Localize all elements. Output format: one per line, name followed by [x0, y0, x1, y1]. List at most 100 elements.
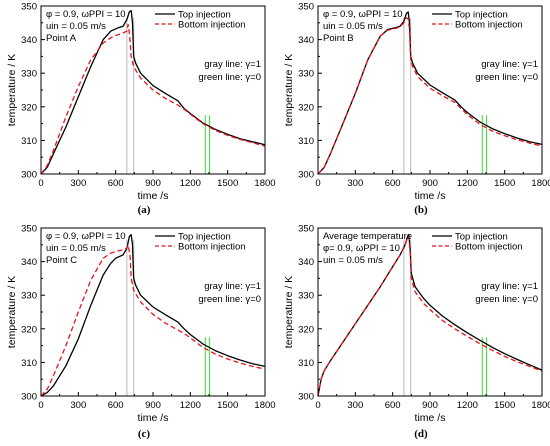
annotation-text: uin = 0.05 m/s — [323, 255, 383, 266]
gray-line-note: gray line: γ=1 — [481, 281, 538, 292]
legend-label: Top injection — [455, 232, 508, 243]
annotation-text: φ = 0.9, ωPPI = 10 — [46, 9, 126, 20]
chart-panel-3: 0 300 600 900 1200 1500 1800300310320330340350… — [6, 224, 276, 441]
x-tick-label: 0 — [315, 400, 320, 411]
annotation-text: uin = 0.05 m/s — [323, 21, 383, 32]
legend-label: Bottom injection — [178, 20, 246, 31]
annotation-text: uin = 0.05 m/s — [46, 21, 106, 32]
green-line-note: green line: γ=0 — [198, 72, 261, 83]
gray-line-note: gray line: γ=1 — [204, 59, 261, 70]
y-tick-label: 350 — [298, 2, 314, 13]
x-tick-label: 300 — [347, 178, 363, 189]
legend-label: Top injection — [178, 232, 231, 243]
y-tick-label: 340 — [21, 35, 37, 46]
y-axis-label: temperature / K — [6, 276, 18, 348]
gray-line-note: gray line: γ=1 — [481, 59, 538, 70]
series-line-top-injection — [40, 234, 266, 397]
x-tick-label: 600 — [385, 178, 401, 189]
x-tick-label: 1200 — [457, 178, 478, 189]
x-tick-label: 1200 — [180, 400, 201, 411]
green-line-note: green line: γ=0 — [475, 72, 538, 83]
gray-line-note: gray line: γ=1 — [204, 281, 261, 292]
annotation-text: φ= 0.9, ωPPI = 10 — [323, 243, 400, 254]
x-tick-label: 900 — [145, 178, 161, 189]
series-line-bottom-injection — [317, 235, 543, 397]
y-tick-label: 340 — [21, 257, 37, 268]
series-line-bottom-injection — [40, 23, 266, 175]
x-tick-label: 1800 — [531, 400, 550, 411]
y-tick-label: 350 — [298, 224, 314, 235]
y-tick-label: 310 — [298, 136, 314, 147]
legend-label: Bottom injection — [455, 242, 523, 253]
x-tick-label: 900 — [422, 178, 438, 189]
y-tick-label: 330 — [298, 291, 314, 302]
x-tick-label: 1500 — [494, 400, 515, 411]
x-axis-label: time /s — [138, 190, 169, 202]
legend-label: Top injection — [455, 10, 508, 21]
x-tick-label: 1500 — [217, 178, 238, 189]
x-tick-label: 1500 — [494, 178, 515, 189]
green-line-note: green line: γ=0 — [475, 294, 538, 305]
series-line-top-injection — [40, 10, 266, 175]
y-tick-label: 300 — [298, 392, 314, 403]
series-line-bottom-injection — [317, 17, 543, 175]
annotation-text: uin = 0.05 m/s — [46, 243, 106, 254]
x-tick-label: 600 — [108, 400, 124, 411]
annotation-text: Point C — [46, 255, 77, 266]
y-tick-label: 300 — [21, 392, 37, 403]
y-tick-label: 320 — [298, 102, 314, 113]
x-tick-label: 1800 — [531, 178, 550, 189]
y-axis-label: temperature / K — [283, 276, 295, 348]
y-tick-label: 320 — [21, 102, 37, 113]
chart-panel-1: 0 300 600 900 1200 1500 1800300310320330340350… — [6, 2, 276, 217]
chart-panel-4: 0 300 600 900 1200 1500 1800300310320330340350… — [283, 224, 550, 441]
x-tick-label: 0 — [38, 178, 43, 189]
legend-label: Bottom injection — [178, 242, 246, 253]
x-axis-label: time /s — [138, 412, 169, 424]
annotation-text: Point A — [46, 33, 77, 44]
y-axis-label: temperature / K — [6, 54, 18, 126]
y-tick-label: 310 — [298, 358, 314, 369]
x-tick-label: 1800 — [254, 178, 275, 189]
panel-caption: (d) — [414, 428, 428, 440]
y-tick-label: 300 — [298, 170, 314, 181]
x-tick-label: 600 — [108, 178, 124, 189]
annotation-text: Point B — [323, 33, 354, 44]
x-tick-label: 300 — [70, 400, 86, 411]
green-line-note: green line: γ=0 — [198, 294, 261, 305]
y-tick-label: 320 — [21, 324, 37, 335]
x-tick-label: 600 — [385, 400, 401, 411]
y-tick-label: 320 — [298, 324, 314, 335]
x-tick-label: 900 — [145, 400, 161, 411]
y-tick-label: 310 — [21, 358, 37, 369]
annotation-text: φ = 0.9, ωPPI = 10 — [323, 9, 403, 20]
chart-panel-2: 0 300 600 900 1200 1500 1800300310320330340350… — [283, 2, 550, 217]
y-tick-label: 330 — [298, 69, 314, 80]
x-axis-label: time /s — [415, 190, 446, 202]
y-tick-label: 330 — [21, 69, 37, 80]
x-tick-label: 1200 — [180, 178, 201, 189]
x-tick-label: 1500 — [217, 400, 238, 411]
x-tick-label: 1800 — [254, 400, 275, 411]
annotation-text: Average temperature — [323, 231, 412, 242]
y-tick-label: 340 — [298, 35, 314, 46]
annotation-text: φ = 0.9, ωPPI = 10 — [46, 231, 126, 242]
panel-caption: (a) — [138, 204, 151, 216]
y-tick-label: 350 — [21, 224, 37, 235]
y-tick-label: 340 — [298, 257, 314, 268]
panel-caption: (c) — [138, 428, 151, 440]
x-tick-label: 300 — [347, 400, 363, 411]
legend-label: Bottom injection — [455, 20, 523, 31]
x-tick-label: 300 — [70, 178, 86, 189]
series-line-bottom-injection — [40, 244, 266, 397]
x-tick-label: 900 — [422, 400, 438, 411]
y-tick-label: 330 — [21, 291, 37, 302]
x-axis-label: time /s — [415, 412, 446, 424]
x-tick-label: 0 — [38, 400, 43, 411]
x-tick-label: 0 — [315, 178, 320, 189]
panel-caption: (b) — [414, 204, 428, 216]
y-tick-label: 300 — [21, 170, 37, 181]
y-tick-label: 310 — [21, 136, 37, 147]
x-tick-label: 1200 — [457, 400, 478, 411]
